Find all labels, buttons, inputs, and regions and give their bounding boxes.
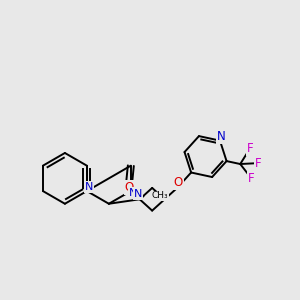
Text: N: N: [217, 130, 226, 143]
Text: N: N: [134, 189, 142, 199]
Text: O: O: [125, 181, 134, 194]
Text: N: N: [85, 182, 94, 192]
Text: O: O: [174, 176, 183, 189]
Text: N: N: [129, 188, 137, 198]
Text: F: F: [248, 172, 254, 185]
Text: F: F: [246, 142, 253, 155]
Text: CH₃: CH₃: [152, 191, 168, 200]
Text: F: F: [255, 157, 261, 169]
